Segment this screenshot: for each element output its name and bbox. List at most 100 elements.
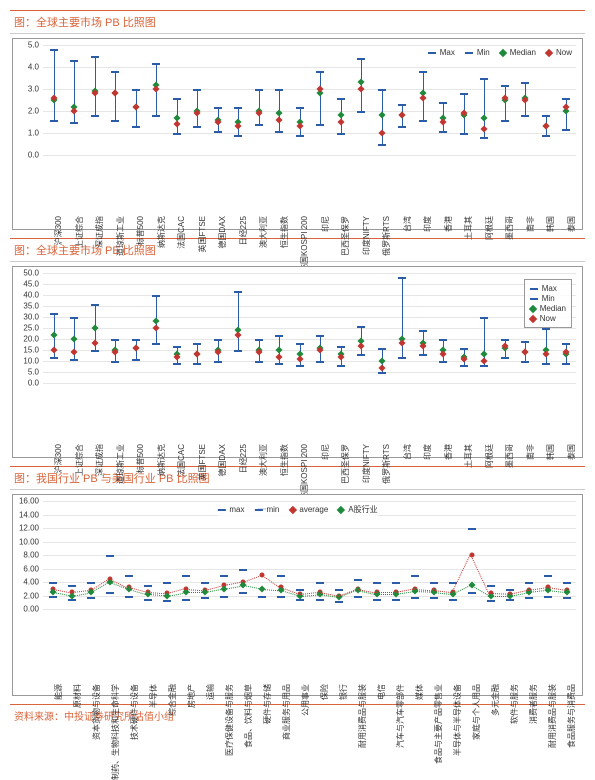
xlabel: 韩国 [545,216,556,232]
data-column [238,273,239,383]
data-column [357,501,358,609]
xlabel: 媒体 [414,684,425,700]
chart-block: 图：全球主要市场 PB 比照图0.01.02.03.04.05.0沪深300上证… [10,10,585,230]
xlabel: 保险 [319,684,330,700]
chart-area: 0.01.02.03.04.05.0沪深300上证综合深证成指道琼斯工业标普50… [12,38,583,230]
xlabel: 电信 [376,684,387,700]
data-column [197,45,198,155]
data-column [156,273,157,383]
ytick: 4.0 [28,63,39,72]
xlabel: 印尼 [320,444,331,460]
xlabel: 恒生指数 [279,444,290,476]
ytick: 30.0 [23,313,39,322]
xlabel: 耐用消费品与服装 [357,684,368,748]
legend-label: average [299,505,328,514]
data-column [422,273,423,383]
ytick: 2.0 [28,107,39,116]
xlabel: 房地产 [186,684,197,708]
data-column [504,273,505,383]
data-column [115,273,116,383]
xlabel: 巴西圣保罗 [340,444,351,484]
xlabel: 沪深300 [53,216,64,245]
data-column [110,501,111,609]
data-column [320,45,321,155]
data-column [443,273,444,383]
ytick: 8.00 [23,551,39,560]
data-column [53,273,54,383]
xlabel: 香港 [443,444,454,460]
xlabel: 澳大利亚 [258,444,269,476]
ytick: 5.0 [28,41,39,50]
data-column [566,501,567,609]
data-column [238,45,239,155]
chart-block: 图：全球主要市场 PE 比照图0.05.010.015.020.025.030.… [10,238,585,458]
data-column [197,273,198,383]
ytick: 6.00 [23,564,39,573]
data-column [361,273,362,383]
xlabel: 银行 [338,684,349,700]
xlabel: 土耳其 [463,444,474,468]
legend: MaxMinMedianNow [428,47,572,58]
data-column [94,273,95,383]
legend-label: A股行业 [348,504,377,515]
ytick: 20.0 [23,335,39,344]
ytick: 25.0 [23,324,39,333]
xlabel: 印度 [422,216,433,232]
xlabel: 医疗保健设备与服务 [224,684,235,756]
xlabel: 韩国KOSPI 200 [299,216,310,272]
legend-label: max [229,505,244,514]
xlabel: 德国DAX [217,444,228,476]
xlabel: 英国FTSE [197,216,208,252]
xlabel: 法国CAC [176,216,187,249]
xlabel: 韩国 [545,444,556,460]
data-column [299,45,300,155]
data-column [156,45,157,155]
data-column [566,45,567,155]
xlabel: 家庭与个人用品 [471,684,482,740]
plot [43,273,576,383]
xlabel: 软件与服务 [509,684,520,724]
xlabel: 上证综合 [74,216,85,248]
chart-area: 0.05.010.015.020.025.030.035.040.045.050… [12,266,583,458]
data-column [176,273,177,383]
plot [43,45,576,155]
data-column [340,45,341,155]
chart-title: 图：全球主要市场 PB 比照图 [10,10,585,34]
chart-block: 图：我国行业 PB 与美国行业 PB 比照图0.002.004.006.008.… [10,466,585,696]
legend-label: Max [440,48,455,57]
ytick: 16.00 [19,497,39,506]
data-column [402,273,403,383]
xlabel: 制药、生物科技和生命科学 [110,684,121,780]
data-column [361,45,362,155]
data-column [320,273,321,383]
data-column [525,45,526,155]
data-column [129,501,130,609]
ytick: 10.0 [23,357,39,366]
xlabel: 原材料 [72,684,83,708]
xlabel: 土耳其 [463,216,474,240]
xlabel: 俄罗斯RTS [381,216,392,256]
data-column [504,45,505,155]
data-column [115,45,116,155]
xlabel: 半导体 [148,684,159,708]
ytick: 1.0 [28,129,39,138]
data-column [484,273,485,383]
xlabel: 深证成指 [94,444,105,476]
xlabel: 印度NIFTY [361,444,372,483]
data-column [224,501,225,609]
xlabel: 泰国 [566,216,577,232]
legend-label: Now [540,314,556,323]
ytick: 5.0 [28,368,39,377]
xlabel: 墨西哥 [504,444,515,468]
xlabel: 英国FTSE [197,444,208,480]
data-column [74,45,75,155]
xlabel: 阿根廷 [484,444,495,468]
xlabel: 技术硬件与设备 [129,684,140,740]
xlabel: 多元金融 [490,684,501,716]
data-column [299,273,300,383]
xlabel: 纳斯达克 [156,216,167,248]
xlabel: 恒生指数 [279,216,290,248]
xlabel: 资本货物与设备 [91,684,102,740]
legend: maxminaverageA股行业 [217,503,377,516]
data-column [279,45,280,155]
